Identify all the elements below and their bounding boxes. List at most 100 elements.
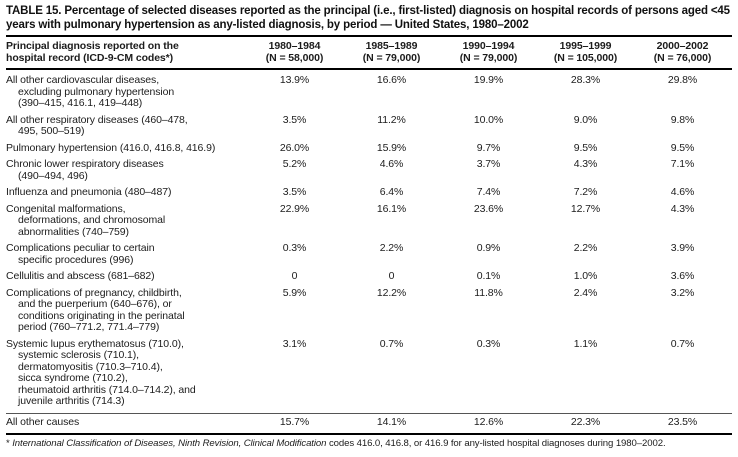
diagnosis-label-continuation: (390–415, 416.1, 419–448)	[18, 97, 143, 109]
value-cell-1980-1984: 5.9%	[282, 286, 307, 299]
column-header-diagnosis-line1: Principal diagnosis reported on the	[6, 40, 179, 52]
diagnosis-label-continuation: (490–494, 496)	[18, 169, 88, 182]
value-cell-2000-2002: 9.8%	[670, 113, 695, 126]
value-cell-1990-1994: 7.4%	[476, 186, 501, 198]
value-cell-1985-1989: 14.1%	[376, 415, 407, 428]
column-header-diagnosis: Principal diagnosis reported on the hosp…	[6, 40, 246, 64]
table-row: Systemic lupus erythematosus (710.0), sys…	[6, 334, 732, 408]
diagnosis-label-continuation: systemic sclerosis (710.1),	[18, 349, 139, 361]
table-row: Influenza and pneumonia (480–487) 3.5% 6…	[6, 182, 732, 199]
diagnosis-label-line: Systemic lupus erythematosus (710.0),	[6, 337, 184, 350]
value-cell-1995-1999: 2.4%	[573, 286, 598, 299]
value-cell-1990-1994: 3.7%	[476, 158, 501, 170]
diagnosis-label: Cellulitis and abscess (681–682)	[6, 270, 246, 283]
value-cell-1980-1984: 22.9%	[279, 202, 310, 215]
diagnosis-label-continuation: conditions originating in the perinatal	[18, 309, 185, 322]
diagnosis-label-continuation: period (760–771.2, 771.4–779)	[18, 321, 160, 333]
diagnosis-label: Pulmonary hypertension (416.0, 416.8, 41…	[6, 141, 246, 155]
period-range: 1995–1999	[559, 40, 612, 52]
value-cell-1990-1994: 12.6%	[473, 415, 504, 428]
value-cell-1985-1989: 11.2%	[377, 113, 406, 126]
diagnosis-label-line: Cellulitis and abscess (681–682)	[6, 270, 155, 282]
diagnosis-label-continuation: rheumatoid arthritis (714.0–714.2), and	[18, 383, 196, 396]
diagnosis-label-continuation: dermatomyositis (710.3–710.4),	[18, 360, 163, 373]
footnote-marker: *	[6, 438, 10, 449]
column-header-period-1980-1984: 1980–1984 (N = 58,000)	[246, 40, 343, 64]
value-cell-1980-1984: 3.5%	[282, 113, 307, 126]
value-cell-1990-1994: 23.6%	[473, 202, 504, 215]
value-cell-1995-1999: 4.3%	[573, 158, 598, 170]
diagnosis-label: Complications peculiar to certain specifi…	[6, 242, 246, 266]
value-cell-1990-1994: 0.3%	[476, 337, 501, 350]
table-row: Congenital malformations, deformations, a…	[6, 199, 732, 239]
diagnosis-label-line: All other respiratory diseases (460–478,	[6, 113, 188, 126]
diagnosis-label: All other cardiovascular diseases, exclud…	[6, 74, 246, 110]
value-cell-1995-1999: 2.2%	[573, 242, 598, 254]
value-cell-2000-2002: 4.3%	[670, 202, 695, 215]
diagnosis-label-continuation: 495, 500–519)	[18, 125, 85, 137]
diagnosis-label: Systemic lupus erythematosus (710.0), sys…	[6, 337, 246, 408]
diagnosis-label: Complications of pregnancy, childbirth, a…	[6, 286, 246, 334]
value-cell-1995-1999: 12.7%	[570, 202, 601, 215]
diagnosis-label-line: Pulmonary hypertension (416.0, 416.8, 41…	[6, 141, 216, 154]
period-n: (N = 79,000)	[459, 52, 518, 64]
value-cell-2000-2002: 3.9%	[670, 242, 695, 254]
column-header-diagnosis-line2: hospital record (ICD-9-CM codes*)	[6, 52, 174, 64]
period-n: (N = 79,000)	[362, 52, 421, 64]
value-cell-1995-1999: 9.5%	[573, 141, 598, 154]
value-cell-1985-1989: 4.6%	[379, 158, 404, 170]
diagnosis-label: All other respiratory diseases (460–478,…	[6, 113, 246, 138]
value-cell-2000-2002: 9.5%	[670, 141, 695, 154]
period-range: 1985–1989	[365, 40, 418, 52]
diagnosis-label-line: All other causes	[6, 415, 80, 428]
value-cell-1980-1984: 15.7%	[279, 415, 310, 428]
period-n: (N = 76,000)	[653, 52, 712, 64]
table-row: All other cardiovascular diseases, exclud…	[6, 70, 732, 110]
value-cell-2000-2002: 23.5%	[667, 415, 698, 428]
table-row: Complications of pregnancy, childbirth, a…	[6, 283, 732, 334]
diagnosis-label-continuation: excluding pulmonary hypertension	[18, 85, 175, 98]
period-range: 2000–2002	[656, 40, 709, 52]
column-header-period-1995-1999: 1995–1999 (N = 105,000)	[537, 40, 634, 64]
value-cell-1985-1989: 0	[388, 270, 395, 282]
table-row: Complications peculiar to certain specifi…	[6, 238, 732, 266]
period-n: (N = 105,000)	[553, 52, 618, 64]
value-cell-1995-1999: 1.0%	[573, 270, 598, 282]
value-cell-1980-1984: 0	[291, 270, 298, 282]
value-cell-1985-1989: 0.7%	[379, 337, 404, 350]
value-cell-1985-1989: 16.6%	[376, 74, 407, 86]
value-cell-2000-2002: 3.2%	[670, 286, 695, 299]
value-cell-1990-1994: 10.0%	[473, 113, 504, 126]
table-row: Chronic lower respiratory diseases (490–4…	[6, 154, 732, 182]
diagnosis-label-continuation: sicca syndrome (710.2),	[18, 372, 128, 384]
value-cell-1985-1989: 6.4%	[379, 186, 404, 198]
diagnosis-label-line: Complications of pregnancy, childbirth,	[6, 286, 182, 299]
footnote-text: codes 416.0, 416.8, or 416.9 for any-lis…	[326, 438, 666, 449]
value-cell-1985-1989: 15.9%	[376, 141, 407, 154]
diagnosis-label-line: Chronic lower respiratory diseases	[6, 158, 164, 170]
diagnosis-label: Chronic lower respiratory diseases (490–4…	[6, 158, 246, 182]
value-cell-1995-1999: 7.2%	[573, 186, 598, 198]
value-cell-1995-1999: 9.0%	[573, 113, 598, 126]
footnote-icd-title: International Classification of Diseases…	[9, 438, 327, 449]
table-title: TABLE 15. Percentage of selected disease…	[6, 5, 730, 31]
value-cell-1990-1994: 9.7%	[476, 141, 501, 154]
diagnosis-label: All other causes	[6, 415, 246, 429]
table-row: All other causes 15.7% 14.1% 12.6% 22.3%…	[6, 412, 732, 432]
table-row: Cellulitis and abscess (681–682) 0 0 0.1…	[6, 266, 732, 283]
diagnosis-label: Influenza and pneumonia (480–487)	[6, 186, 246, 199]
diagnosis-label-continuation: juvenile arthritis (714.3)	[18, 395, 125, 407]
value-cell-1985-1989: 12.2%	[376, 286, 407, 299]
value-cell-1980-1984: 13.9%	[279, 74, 310, 86]
diagnosis-label-continuation: specific procedures (996)	[18, 253, 134, 266]
value-cell-1995-1999: 22.3%	[570, 415, 601, 428]
table-header-row: Principal diagnosis reported on the hosp…	[6, 35, 732, 70]
value-cell-2000-2002: 29.8%	[667, 74, 698, 86]
table-row: All other respiratory diseases (460–478,…	[6, 110, 732, 138]
value-cell-2000-2002: 0.7%	[670, 337, 695, 350]
value-cell-1980-1984: 5.2%	[282, 158, 307, 170]
period-range: 1980–1984	[268, 40, 321, 52]
value-cell-2000-2002: 7.1%	[670, 158, 695, 170]
diagnosis-label-line: Influenza and pneumonia (480–487)	[6, 186, 172, 198]
